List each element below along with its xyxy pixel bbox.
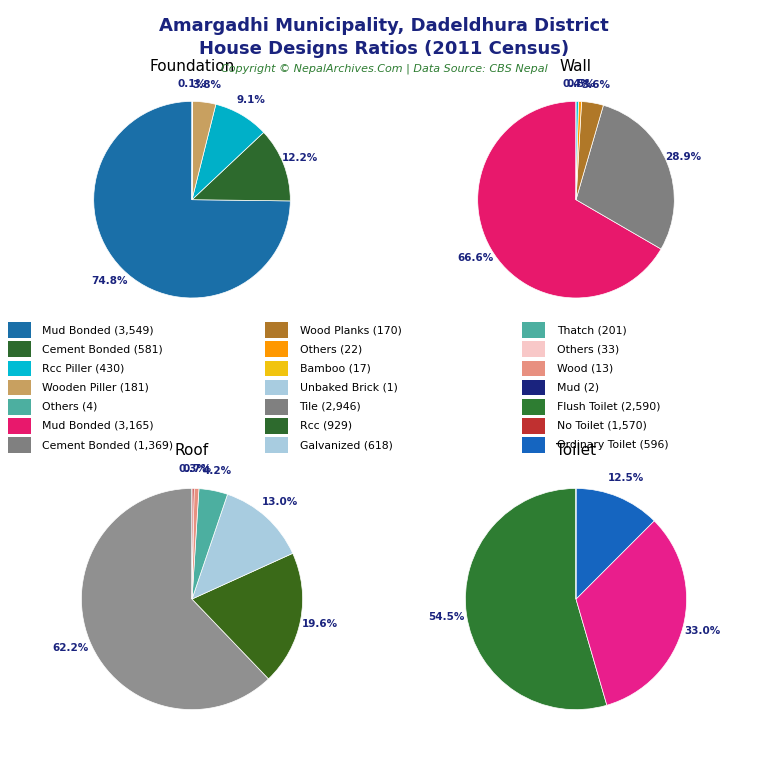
Text: 12.5%: 12.5%	[607, 474, 644, 484]
Text: Galvanized (618): Galvanized (618)	[300, 440, 392, 450]
Text: 0.1%: 0.1%	[178, 78, 207, 88]
Text: House Designs Ratios (2011 Census): House Designs Ratios (2011 Census)	[199, 40, 569, 58]
Text: Others (4): Others (4)	[42, 402, 98, 412]
Wedge shape	[576, 488, 654, 599]
Wedge shape	[576, 101, 604, 200]
Text: 0.4%: 0.4%	[563, 78, 592, 88]
Bar	[265, 418, 288, 434]
Text: Cement Bonded (581): Cement Bonded (581)	[42, 344, 163, 354]
Title: Wall: Wall	[560, 59, 592, 74]
Text: 33.0%: 33.0%	[684, 627, 720, 637]
Wedge shape	[192, 132, 290, 201]
Text: Cement Bonded (1,369): Cement Bonded (1,369)	[42, 440, 174, 450]
Text: Bamboo (17): Bamboo (17)	[300, 363, 370, 373]
Text: Copyright © NepalArchives.Com | Data Source: CBS Nepal: Copyright © NepalArchives.Com | Data Sou…	[220, 64, 548, 74]
Text: Tile (2,946): Tile (2,946)	[300, 402, 361, 412]
Wedge shape	[576, 101, 581, 200]
Bar	[8, 437, 31, 453]
Wedge shape	[192, 101, 216, 200]
Wedge shape	[81, 488, 269, 710]
Wedge shape	[192, 495, 293, 599]
Title: Foundation: Foundation	[149, 59, 235, 74]
Bar	[522, 418, 545, 434]
Wedge shape	[192, 488, 227, 599]
Bar	[265, 361, 288, 376]
Text: 0.7%: 0.7%	[183, 464, 212, 474]
Wedge shape	[192, 488, 199, 599]
Text: 9.1%: 9.1%	[237, 94, 265, 104]
Title: Toilet: Toilet	[556, 443, 596, 458]
Text: 28.9%: 28.9%	[666, 151, 702, 161]
Text: No Toilet (1,570): No Toilet (1,570)	[557, 421, 647, 431]
Text: Wood Planks (170): Wood Planks (170)	[300, 325, 402, 335]
Bar	[265, 380, 288, 396]
Bar	[265, 342, 288, 357]
Wedge shape	[478, 101, 661, 298]
Text: 66.6%: 66.6%	[458, 253, 494, 263]
Bar	[522, 342, 545, 357]
Text: 62.2%: 62.2%	[53, 643, 89, 653]
Text: Wood (13): Wood (13)	[557, 363, 613, 373]
Text: 0.3%: 0.3%	[179, 464, 207, 474]
Text: Thatch (201): Thatch (201)	[557, 325, 627, 335]
Text: 13.0%: 13.0%	[261, 498, 298, 508]
Text: Flush Toilet (2,590): Flush Toilet (2,590)	[557, 402, 660, 412]
Wedge shape	[94, 101, 290, 298]
Wedge shape	[192, 104, 263, 200]
Text: 0.5%: 0.5%	[566, 79, 595, 89]
Text: Unbaked Brick (1): Unbaked Brick (1)	[300, 382, 397, 392]
Text: 3.8%: 3.8%	[192, 80, 221, 90]
Text: Mud (2): Mud (2)	[557, 382, 599, 392]
Text: Ordinary Toilet (596): Ordinary Toilet (596)	[557, 440, 668, 450]
Bar	[265, 399, 288, 415]
Title: Roof: Roof	[175, 443, 209, 458]
Bar	[8, 380, 31, 396]
Text: 12.2%: 12.2%	[282, 153, 318, 163]
Bar	[8, 418, 31, 434]
Bar	[265, 323, 288, 338]
Bar	[522, 437, 545, 453]
Text: 74.8%: 74.8%	[91, 276, 127, 286]
Text: Rcc Piller (430): Rcc Piller (430)	[42, 363, 124, 373]
Bar	[265, 437, 288, 453]
Text: 54.5%: 54.5%	[429, 612, 465, 622]
Wedge shape	[576, 101, 578, 200]
Text: Amargadhi Municipality, Dadeldhura District: Amargadhi Municipality, Dadeldhura Distr…	[159, 17, 609, 35]
Wedge shape	[576, 105, 674, 249]
Text: Others (33): Others (33)	[557, 344, 619, 354]
Text: Mud Bonded (3,549): Mud Bonded (3,549)	[42, 325, 154, 335]
Bar	[8, 399, 31, 415]
Text: Wooden Piller (181): Wooden Piller (181)	[42, 382, 149, 392]
Text: 4.2%: 4.2%	[203, 466, 232, 476]
Text: Mud Bonded (3,165): Mud Bonded (3,165)	[42, 421, 154, 431]
Text: 19.6%: 19.6%	[302, 619, 338, 629]
Bar	[522, 380, 545, 396]
Text: 3.6%: 3.6%	[581, 81, 610, 91]
Bar	[8, 361, 31, 376]
Bar	[522, 361, 545, 376]
Wedge shape	[576, 521, 687, 705]
Wedge shape	[192, 488, 194, 599]
Text: Others (22): Others (22)	[300, 344, 362, 354]
Bar	[522, 323, 545, 338]
Bar	[8, 342, 31, 357]
Bar	[8, 323, 31, 338]
Text: Rcc (929): Rcc (929)	[300, 421, 352, 431]
Bar	[522, 399, 545, 415]
Wedge shape	[192, 553, 303, 679]
Wedge shape	[465, 488, 607, 710]
